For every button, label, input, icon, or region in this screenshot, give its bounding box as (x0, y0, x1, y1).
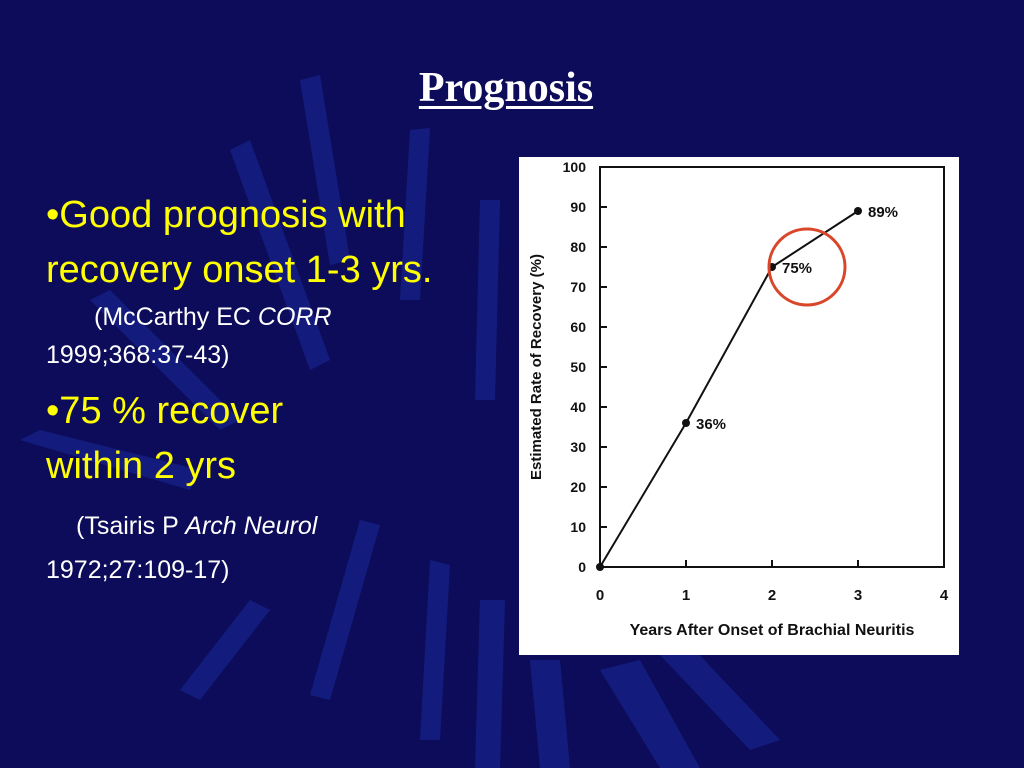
y-tick-label: 20 (570, 479, 586, 495)
data-label: 75% (782, 260, 812, 277)
y-tick-label: 80 (570, 239, 586, 255)
citation-journal: Arch Neurol (185, 512, 318, 540)
x-tick-label: 2 (768, 587, 776, 604)
plot-frame (599, 166, 945, 568)
y-tick-label: 0 (578, 559, 586, 575)
chart-svg: 0 10 20 30 40 50 60 70 80 90 100 0 1 2 3 4 Years After O… (528, 159, 949, 639)
data-point (596, 563, 604, 571)
y-tick-label: 100 (563, 159, 587, 175)
data-point (682, 419, 690, 427)
recovery-chart: 0 10 20 30 40 50 60 70 80 90 100 0 1 2 3 4 Years After O… (519, 157, 959, 655)
citation-details: 1999;368:37-43) (46, 341, 230, 369)
series-line (599, 210, 859, 568)
x-tick-label: 1 (682, 587, 690, 604)
citation-authors: (McCarthy EC (94, 303, 258, 331)
bullet-text: •Good prognosis with recovery onset 1-3 … (46, 194, 433, 291)
slide-title: Prognosis (418, 65, 594, 111)
x-tick-label: 0 (596, 587, 604, 604)
x-axis-title: Years After Onset of Brachial Neuritis (630, 622, 915, 639)
bullet-text: •75 % recover within 2 yrs (46, 390, 284, 487)
bullet-item-2: •75 % recover within 2 yrs (Tsairis P Ar… (46, 384, 466, 592)
bullet-list: •Good prognosis with recovery onset 1-3 … (46, 188, 466, 592)
citation: (Tsairis P Arch Neurol 1972;27:109-17) (46, 504, 466, 592)
y-tick-label: 40 (570, 399, 586, 415)
bullet-item-1: •Good prognosis with recovery onset 1-3 … (46, 188, 466, 374)
y-tick-label: 50 (570, 359, 586, 375)
data-label: 36% (696, 416, 726, 433)
data-label: 89% (868, 204, 898, 221)
y-tick-label: 30 (570, 439, 586, 455)
citation: (McCarthy EC CORR 1999;368:37-43) (46, 298, 466, 374)
y-tick-label: 60 (570, 319, 586, 335)
x-tick-label: 3 (854, 587, 862, 604)
x-tick-label: 4 (940, 587, 949, 604)
citation-journal: CORR (257, 303, 332, 331)
citation-authors: (Tsairis P (76, 512, 186, 540)
y-tick-label: 10 (570, 519, 586, 535)
y-tick-label: 90 (570, 199, 586, 215)
citation-details: 1972;27:109-17) (46, 556, 230, 584)
y-axis-title: Estimated Rate of Recovery (%) (528, 254, 545, 480)
data-point (854, 207, 862, 215)
y-tick-label: 70 (570, 279, 586, 295)
highlight-circle (767, 227, 847, 307)
